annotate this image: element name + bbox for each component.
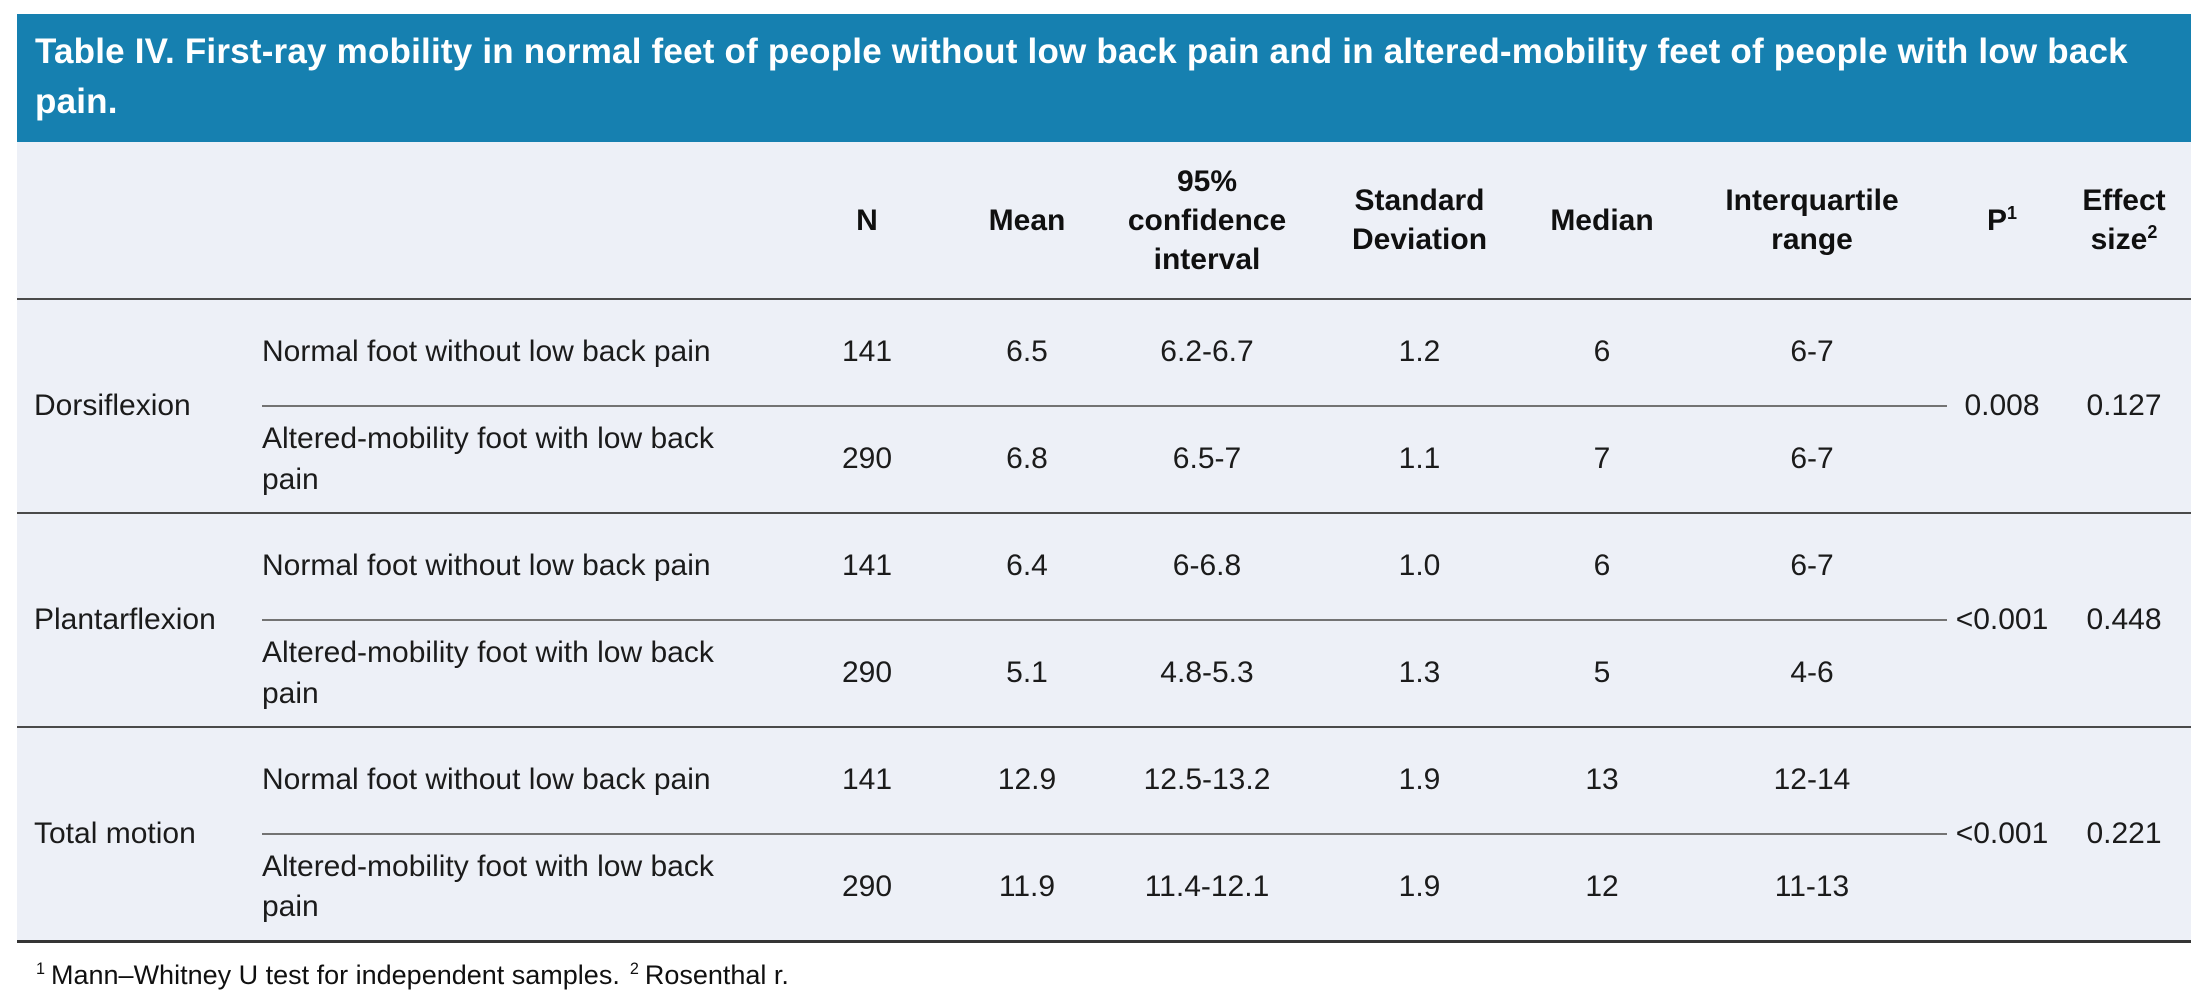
cell-sd: 1.0 — [1312, 513, 1527, 622]
row-desc: Normal foot without low back pain — [262, 513, 782, 622]
cell-effect-size: 0.448 — [2057, 513, 2191, 729]
footnote-text-2: Rosenthal r. — [644, 959, 789, 990]
cell-median: 5 — [1527, 620, 1677, 729]
cell-ci: 6.5-7 — [1102, 406, 1312, 515]
table-row: Altered-mobility foot with low back pain… — [17, 620, 2191, 729]
stats-table: N Mean 95% confidence interval Standard … — [17, 142, 2191, 943]
cell-n: 141 — [782, 727, 952, 836]
cell-p-value: <0.001 — [1947, 513, 2057, 729]
footnote-marker-2: 2 — [629, 959, 639, 978]
cell-n: 141 — [782, 513, 952, 622]
row-desc: Normal foot without low back pain — [262, 727, 782, 836]
cell-effect-size: 0.127 — [2057, 299, 2191, 515]
footnote-text-1: Mann–Whitney U test for independent samp… — [51, 959, 620, 990]
group-label-dorsiflexion: Dorsiflexion — [17, 299, 262, 515]
header-interquartile-range: Interquartile range — [1677, 142, 1947, 301]
cell-sd: 1.9 — [1312, 727, 1527, 836]
cell-iqr: 4-6 — [1677, 620, 1947, 729]
cell-mean: 12.9 — [952, 727, 1102, 836]
cell-median: 7 — [1527, 406, 1677, 515]
row-desc: Altered-mobility foot with low back pain — [262, 620, 782, 729]
cell-median: 12 — [1527, 834, 1677, 943]
cell-n: 290 — [782, 406, 952, 515]
cell-median: 6 — [1527, 299, 1677, 408]
cell-ci: 4.8-5.3 — [1102, 620, 1312, 729]
cell-n: 290 — [782, 620, 952, 729]
cell-p-value: <0.001 — [1947, 727, 2057, 943]
cell-sd: 1.2 — [1312, 299, 1527, 408]
group-label-plantarflexion: Plantarflexion — [17, 513, 262, 729]
header-effect-size: Effect size2 — [2057, 142, 2191, 301]
table-title: Table IV. First-ray mobility in normal f… — [17, 14, 2191, 143]
cell-ci: 6-6.8 — [1102, 513, 1312, 622]
footnote-marker-1: 1 — [36, 959, 46, 978]
group-label-total-motion: Total motion — [17, 727, 262, 943]
cell-effect-size: 0.221 — [2057, 727, 2191, 943]
table-row: Total motion Normal foot without low bac… — [17, 727, 2191, 943]
effect-size-footnote-marker: 2 — [2147, 222, 2158, 243]
table-row: Dorsiflexion Normal foot without low bac… — [17, 299, 2191, 515]
cell-mean: 6.5 — [952, 299, 1102, 408]
table-row: Plantarflexion Normal foot without low b… — [17, 513, 2191, 729]
header-mean: Mean — [952, 142, 1102, 301]
table-header-row: N Mean 95% confidence interval Standard … — [17, 142, 2191, 301]
cell-iqr: 6-7 — [1677, 406, 1947, 515]
header-standard-deviation: Standard Deviation — [1312, 142, 1527, 301]
header-p-value: P1 — [1947, 142, 2057, 301]
cell-ci: 12.5-13.2 — [1102, 727, 1312, 836]
header-confidence-interval: 95% confidence interval — [1102, 142, 1312, 301]
cell-ci: 6.2-6.7 — [1102, 299, 1312, 408]
header-median: Median — [1527, 142, 1677, 301]
cell-sd: 1.1 — [1312, 406, 1527, 515]
header-n: N — [782, 142, 952, 301]
cell-iqr: 12-14 — [1677, 727, 1947, 836]
table-row: Altered-mobility foot with low back pain… — [17, 834, 2191, 943]
cell-p-value: 0.008 — [1947, 299, 2057, 515]
cell-mean: 6.4 — [952, 513, 1102, 622]
cell-mean: 5.1 — [952, 620, 1102, 729]
cell-median: 13 — [1527, 727, 1677, 836]
cell-mean: 6.8 — [952, 406, 1102, 515]
cell-sd: 1.9 — [1312, 834, 1527, 943]
cell-mean: 11.9 — [952, 834, 1102, 943]
cell-ci: 11.4-12.1 — [1102, 834, 1312, 943]
header-spacer-desc — [262, 142, 782, 301]
p-footnote-marker: 1 — [2007, 202, 2018, 223]
table-footnote: 1 Mann–Whitney U test for independent sam… — [17, 943, 2191, 991]
cell-median: 6 — [1527, 513, 1677, 622]
cell-n: 290 — [782, 834, 952, 943]
header-spacer-group — [17, 142, 262, 301]
row-desc: Altered-mobility foot with low back pain — [262, 834, 782, 943]
table-row: Altered-mobility foot with low back pain… — [17, 406, 2191, 515]
cell-iqr: 11-13 — [1677, 834, 1947, 943]
row-desc: Normal foot without low back pain — [262, 299, 782, 408]
row-desc: Altered-mobility foot with low back pain — [262, 406, 782, 515]
cell-iqr: 6-7 — [1677, 513, 1947, 622]
cell-sd: 1.3 — [1312, 620, 1527, 729]
cell-n: 141 — [782, 299, 952, 408]
cell-iqr: 6-7 — [1677, 299, 1947, 408]
